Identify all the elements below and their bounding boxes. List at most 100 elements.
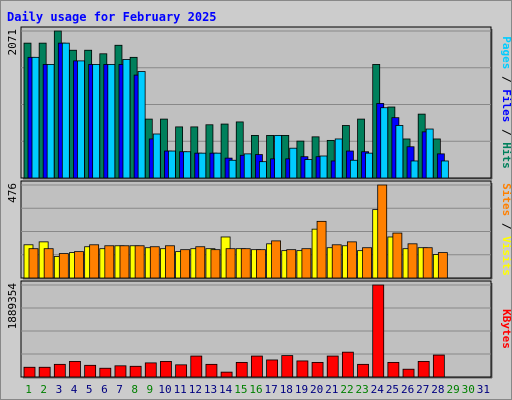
bar-sites-day-4 <box>74 251 84 279</box>
legend-hits: Hits <box>500 142 511 169</box>
bar-pages-day-2 <box>46 64 55 179</box>
bar-pages-day-15 <box>243 153 252 179</box>
bar-kbytes-day-27 <box>417 361 430 378</box>
bar-kbytes-day-5 <box>84 364 97 378</box>
bar-pages-day-13 <box>213 152 222 179</box>
x-tick-day-18: 18 <box>280 383 293 396</box>
series-legend: KBytes <box>500 309 511 349</box>
bar-sites-day-3 <box>58 253 69 279</box>
legend-files: Files <box>500 89 511 122</box>
bar-sites-day-16 <box>256 249 266 279</box>
x-tick-day-9: 9 <box>147 383 154 396</box>
x-tick-day-8: 8 <box>131 383 138 396</box>
x-tick-day-15: 15 <box>234 383 247 396</box>
bar-sites-day-12 <box>195 246 206 279</box>
panels-layer: 2071 Pages / Files / Hits 476 Sites / Visit… <box>6 26 511 379</box>
bar-pages-day-9 <box>152 133 161 179</box>
bar-kbytes-day-28 <box>432 354 445 378</box>
bar-pages-day-27 <box>425 128 434 179</box>
x-tick-day-26: 26 <box>401 383 414 396</box>
chart-title: Daily usage for February 2025 <box>7 10 217 24</box>
bar-sites-day-28 <box>437 252 448 279</box>
bar-kbytes-day-16 <box>251 355 263 378</box>
series-legend: Sites / Visits <box>500 183 511 276</box>
x-tick-day-17: 17 <box>265 383 278 396</box>
bar-sites-day-11 <box>180 249 191 279</box>
panel-pages-files-hits: 2071 Pages / Files / Hits <box>6 26 511 180</box>
bar-kbytes-day-8 <box>129 365 142 378</box>
bar-hits-day-10 <box>160 118 168 179</box>
bar-sites-day-20 <box>316 220 327 279</box>
legend-separator: / <box>500 122 511 142</box>
x-tick-day-19: 19 <box>295 383 308 396</box>
axis-max-label: 1889354 <box>6 283 19 330</box>
bar-sites-day-5 <box>89 244 100 279</box>
panel-visits-sites: 476 Sites / Visits <box>6 180 511 280</box>
bar-pages-day-14 <box>228 159 237 179</box>
bar-kbytes-day-15 <box>235 361 248 378</box>
bar-kbytes-day-11 <box>175 364 188 378</box>
x-tick-day-20: 20 <box>310 383 323 396</box>
bar-sites-day-23 <box>362 247 372 279</box>
axis-max-label: 2071 <box>6 29 19 56</box>
legend-separator: / <box>500 216 511 236</box>
bar-kbytes-day-14 <box>220 371 233 378</box>
bar-kbytes-day-1 <box>23 366 36 378</box>
bar-hits-day-18 <box>281 135 290 179</box>
x-tick-day-11: 11 <box>174 383 187 396</box>
legend-pages: Pages <box>500 36 511 69</box>
x-tick-day-6: 6 <box>101 383 108 396</box>
axis-max-label: 476 <box>6 183 19 203</box>
bar-pages-day-26 <box>410 160 419 179</box>
bar-kbytes-day-24 <box>372 284 385 378</box>
bar-sites-day-18 <box>286 249 297 279</box>
bar-hits-day-12 <box>190 126 199 179</box>
bar-sites-day-17 <box>271 240 281 279</box>
bar-pages-day-1 <box>31 56 40 179</box>
bar-pages-day-19 <box>304 159 313 179</box>
x-tick-day-27: 27 <box>416 383 429 396</box>
bar-pages-day-28 <box>440 160 449 179</box>
bar-pages-day-8 <box>137 71 146 179</box>
x-tick-day-12: 12 <box>189 383 202 396</box>
bar-pages-day-22 <box>349 159 358 179</box>
bar-pages-day-6 <box>107 64 116 179</box>
x-tick-day-29: 29 <box>446 383 459 396</box>
x-tick-day-28: 28 <box>431 383 444 396</box>
x-tick-day-1: 1 <box>25 383 32 396</box>
bar-sites-day-9 <box>149 246 160 279</box>
series-legend: Pages / Files / Hits <box>500 36 511 169</box>
bar-hits-day-21 <box>326 139 335 179</box>
x-tick-day-7: 7 <box>116 383 123 396</box>
x-tick-day-25: 25 <box>386 383 399 396</box>
x-axis: 1 2 3 4 5 6 7 8 9 10 11 12 13 14 15 16 17 18 19 20 21 22 23 24 2… <box>25 383 490 396</box>
bar-sites-day-24 <box>377 184 388 279</box>
bar-kbytes-day-26 <box>402 368 415 378</box>
x-tick-day-13: 13 <box>204 383 217 396</box>
panel-kbytes: 1889354 KBytes <box>6 280 511 379</box>
x-tick-day-14: 14 <box>219 383 233 396</box>
bar-pages-day-10 <box>168 150 176 179</box>
bar-kbytes-day-3 <box>53 363 66 378</box>
bar-sites-day-10 <box>165 245 175 279</box>
x-tick-day-31: 31 <box>477 383 490 396</box>
x-tick-day-24: 24 <box>371 383 385 396</box>
x-tick-day-23: 23 <box>356 383 369 396</box>
bar-kbytes-day-10 <box>160 361 172 378</box>
bar-kbytes-day-6 <box>99 367 112 378</box>
bar-kbytes-day-23 <box>357 363 369 378</box>
bar-pages-day-17 <box>274 135 282 179</box>
legend-separator: / <box>500 69 511 89</box>
bar-sites-day-7 <box>119 245 130 279</box>
bar-pages-day-3 <box>61 42 70 179</box>
bar-sites-day-25 <box>392 232 403 279</box>
x-tick-day-21: 21 <box>325 383 338 396</box>
x-tick-day-4: 4 <box>71 383 78 396</box>
bar-kbytes-day-21 <box>326 355 339 378</box>
bar-sites-day-14 <box>225 248 236 279</box>
bar-hits-day-13 <box>205 124 214 179</box>
bar-sites-day-15 <box>240 248 251 279</box>
bar-pages-day-18 <box>289 147 298 179</box>
x-tick-day-22: 22 <box>340 383 353 396</box>
bar-pages-day-23 <box>365 152 373 179</box>
